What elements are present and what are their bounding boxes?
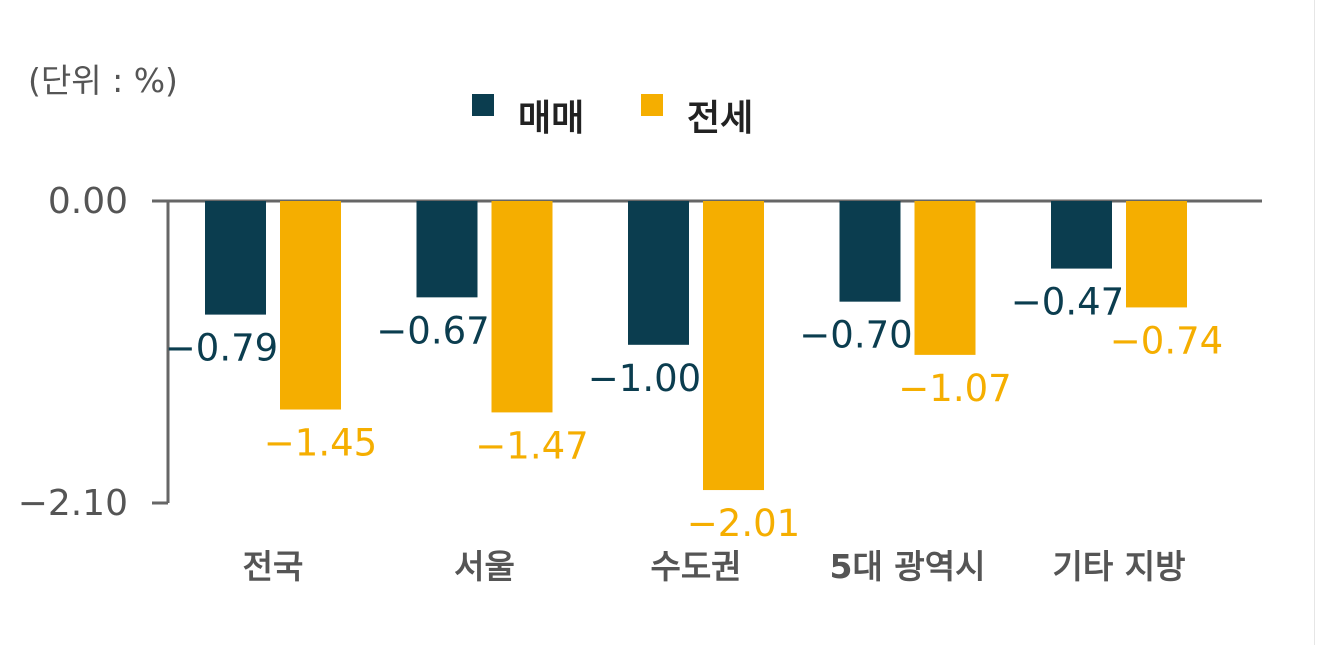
category-label: 수도권 — [650, 547, 741, 586]
data-label: −0.67 — [376, 309, 489, 352]
data-label: −1.45 — [264, 422, 377, 465]
legend-swatch — [472, 94, 494, 116]
legend-swatch — [641, 94, 663, 116]
data-labels: −0.79 −1.45 −0.67 −1.47−1.00 −2.01 −0.70 −1.07… — [165, 281, 1223, 545]
bar-jeonse — [491, 201, 553, 413]
category-label: 전국 — [243, 547, 304, 586]
data-label: −0.47 — [1011, 281, 1124, 324]
legend: 매매 전세 — [472, 94, 753, 139]
data-label: −0.70 — [799, 314, 912, 357]
bar-sale — [205, 201, 266, 315]
category-label: 기타 지방 — [1053, 547, 1186, 586]
y-tick-label: 0.00 — [48, 181, 128, 222]
bar-jeonse — [280, 201, 341, 410]
legend-label: 전세 — [687, 98, 753, 139]
y-tick-label: −2.10 — [18, 483, 128, 524]
data-label: −1.00 — [588, 357, 701, 400]
unit-label: (단위 : %) — [28, 61, 178, 100]
data-label: −1.07 — [898, 367, 1011, 410]
bar-sale — [416, 201, 478, 298]
bars — [205, 201, 1187, 491]
bar-jeonse — [1126, 201, 1187, 308]
right-edge-divider — [1314, 0, 1315, 645]
bar-sale — [628, 201, 689, 345]
legend-label: 매매 — [518, 98, 584, 139]
category-label: 5대 광역시 — [830, 547, 986, 586]
bar-jeonse — [703, 201, 764, 491]
data-label: −0.74 — [1110, 319, 1223, 362]
bar-sale — [839, 201, 901, 302]
data-label: −0.79 — [165, 327, 278, 370]
data-label: −1.47 — [475, 424, 588, 467]
bar-jeonse — [914, 201, 976, 355]
bar-sale — [1051, 201, 1112, 269]
data-label: −2.01 — [687, 502, 800, 545]
category-labels: 전국 서울 수도권 5대 광역시 기타 지방 — [243, 547, 1186, 586]
category-label: 서울 — [454, 547, 515, 586]
